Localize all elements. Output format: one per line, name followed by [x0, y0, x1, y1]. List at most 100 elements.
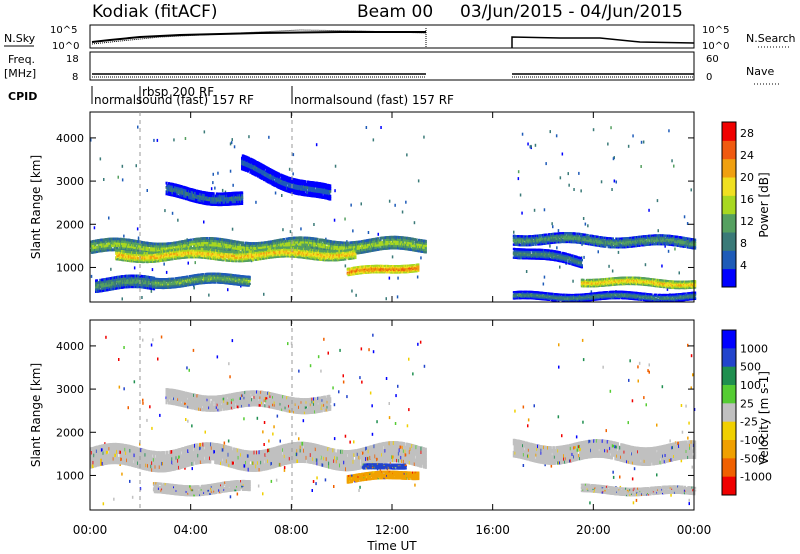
data-cell — [110, 242, 113, 245]
data-cell — [97, 249, 100, 253]
data-cell — [123, 240, 126, 244]
data-cell — [273, 244, 276, 247]
noise-cell — [661, 264, 663, 268]
cpid-segment-2: rbsp 200 RF — [142, 85, 214, 99]
data-cell — [410, 248, 413, 252]
noise-cell — [137, 236, 140, 240]
data-cell — [376, 246, 379, 249]
data-cell — [101, 240, 104, 244]
data-cell — [366, 245, 369, 249]
noise-cell — [581, 242, 583, 246]
data-cell — [190, 240, 193, 244]
noise-cell — [666, 287, 669, 291]
data-cell — [395, 246, 398, 250]
data-cell — [121, 237, 124, 241]
data-cell — [131, 245, 134, 249]
noise-cell — [171, 211, 174, 215]
data-cell — [384, 238, 387, 242]
noise-cell — [416, 275, 419, 279]
data-cell — [107, 248, 110, 252]
noise-cell — [281, 194, 283, 197]
data-cell — [233, 244, 236, 248]
noise-cell — [163, 262, 165, 266]
noise-cell — [584, 222, 587, 226]
noise-cell — [153, 138, 155, 142]
noise-cell — [263, 292, 265, 296]
noise-cell — [137, 238, 140, 242]
noise-cell — [572, 279, 574, 283]
noise-cell — [141, 296, 143, 299]
noise-cell — [268, 135, 270, 139]
data-cell — [418, 238, 421, 242]
data-cell — [269, 242, 272, 246]
data-cell — [280, 242, 283, 246]
noise-cell — [217, 171, 219, 175]
noise-cell — [543, 208, 546, 212]
data-cell — [377, 245, 380, 249]
data-cell — [133, 241, 136, 245]
data-cell — [354, 248, 357, 251]
noise-cell — [315, 143, 318, 147]
noise-cell — [388, 276, 391, 280]
noise-cell — [151, 268, 154, 272]
freq-right-tick-bottom: 0 — [706, 72, 712, 83]
data-cell — [302, 242, 305, 246]
data-cell — [339, 247, 342, 251]
data-cell — [188, 238, 191, 242]
noise-cell — [590, 290, 593, 294]
data-cell — [168, 242, 171, 246]
data-cell — [116, 246, 119, 250]
data-cell — [176, 241, 179, 244]
data-cell — [219, 242, 222, 245]
data-cell — [329, 242, 333, 246]
data-cell — [391, 235, 394, 239]
data-cell — [400, 244, 403, 248]
noise-cell — [289, 230, 292, 234]
data-cell — [145, 250, 148, 254]
data-cell — [198, 243, 201, 247]
data-cell — [397, 244, 401, 248]
data-cell — [378, 243, 381, 247]
data-cell — [139, 245, 142, 248]
noise-cell — [99, 157, 102, 161]
data-cell — [307, 238, 310, 242]
data-cell — [324, 243, 327, 247]
noise-cell — [559, 265, 561, 269]
data-cell — [264, 241, 267, 244]
data-cell — [356, 242, 359, 246]
noise-cell — [582, 217, 585, 220]
noise-cell — [617, 250, 620, 254]
data-cell — [241, 241, 244, 245]
cpid-segment-3: normalsound (fast) 157 RF — [294, 93, 454, 107]
data-cell — [258, 241, 261, 245]
data-cell — [256, 246, 259, 250]
data-cell — [293, 243, 296, 246]
data-cell — [295, 245, 298, 248]
data-cell — [315, 240, 318, 243]
noise-cell — [597, 250, 599, 254]
noise-cell — [573, 188, 575, 191]
data-cell — [113, 248, 116, 252]
noise-cell — [543, 275, 546, 279]
noise-cell — [177, 218, 179, 222]
noise-cell — [549, 130, 551, 134]
noise-cell — [667, 249, 670, 253]
data-cell — [371, 244, 375, 248]
data-cell — [168, 244, 172, 248]
noise-cell — [110, 267, 112, 271]
data-cell — [415, 238, 418, 242]
noise-cell — [121, 178, 124, 182]
data-cell — [178, 240, 182, 244]
data-cell — [281, 240, 284, 244]
noise-cell — [229, 142, 232, 146]
nsky-label: N.Sky — [4, 32, 36, 45]
data-cell — [163, 246, 166, 250]
data-cell — [304, 240, 307, 244]
data-cell — [413, 238, 416, 241]
nsky-trace-3 — [511, 36, 695, 48]
noise-cell — [210, 187, 213, 191]
noise-cell — [555, 134, 558, 138]
noise-cell — [615, 180, 617, 184]
data-cell — [376, 239, 379, 243]
